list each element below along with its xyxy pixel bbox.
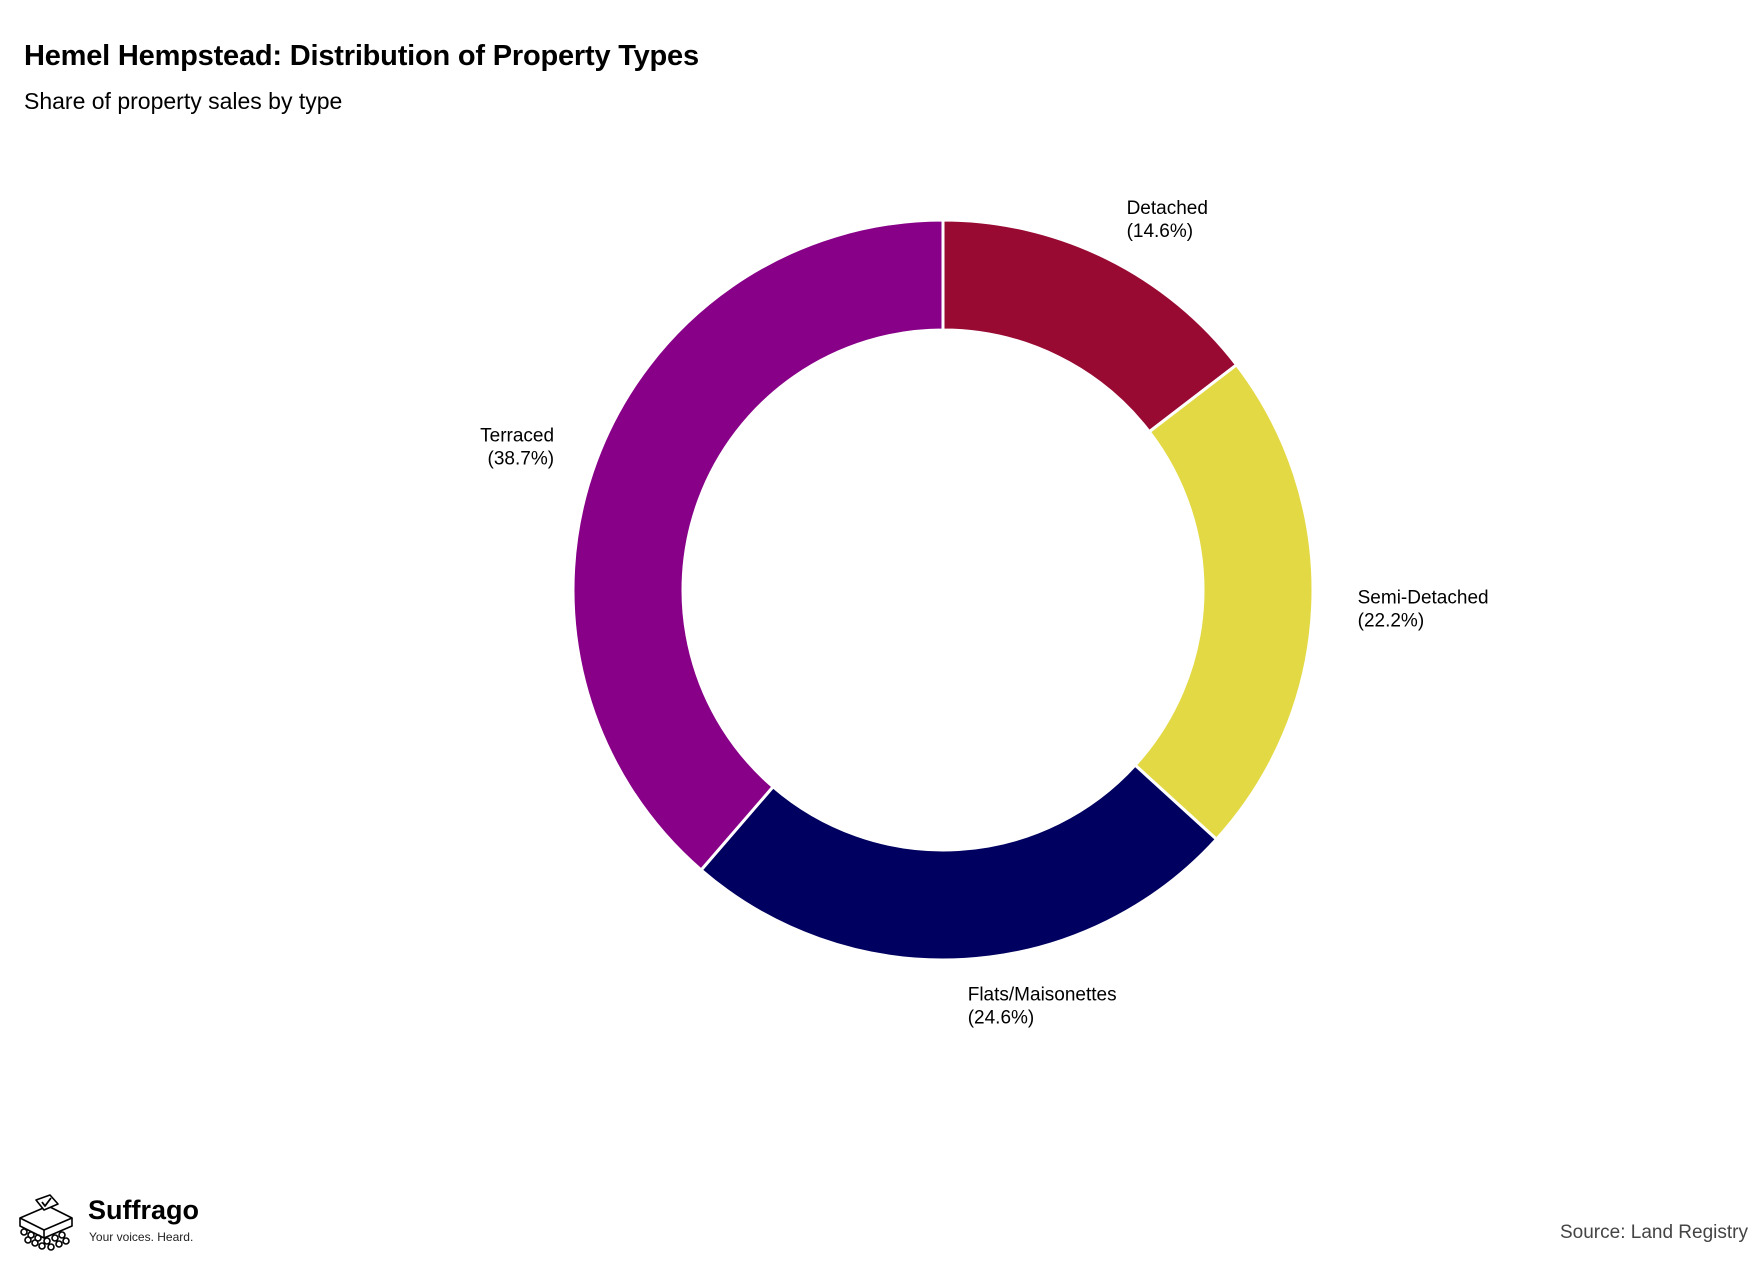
donut-slices <box>571 218 1315 962</box>
brand: Suffrago Your voices. Heard. <box>14 1192 214 1252</box>
slice-label-value: (14.6%) <box>1127 221 1194 242</box>
slice-label-value: (22.2%) <box>1358 611 1425 632</box>
slice-semi-detached <box>1133 362 1315 842</box>
slice-label-value: (24.6%) <box>968 1007 1035 1028</box>
chart-title: Hemel Hempstead: Distribution of Propert… <box>24 40 699 72</box>
slice-label-name: Detached <box>1127 198 1208 219</box>
slice-label-semi-detached: Semi-Detached (22.2%) <box>1358 588 1489 632</box>
chart-subtitle: Share of property sales by type <box>24 88 343 114</box>
source-note: Source: Land Registry <box>1560 1222 1748 1243</box>
slice-label-name: Terraced <box>480 425 554 446</box>
slice-label-name: Flats/Maisonettes <box>968 984 1117 1005</box>
brand-name: Suffrago <box>88 1195 199 1225</box>
donut-labels: Detached (14.6%) Semi-Detached (22.2%) Flats… <box>480 198 1488 1028</box>
slice-flats-maisonettes <box>699 763 1219 962</box>
slice-label-flats-maisonettes: Flats/Maisonettes (24.6%) <box>968 984 1117 1028</box>
slice-label-name: Semi-Detached <box>1358 588 1489 609</box>
slice-label-terraced: Terraced (38.7%) <box>480 425 554 469</box>
slice-terraced <box>571 218 945 873</box>
slice-label-value: (38.7%) <box>488 448 555 469</box>
slice-label-detached: Detached (14.6%) <box>1127 198 1208 242</box>
brand-tagline: Your voices. Heard. <box>89 1230 194 1244</box>
ballot-box-crowd-icon <box>19 1194 73 1251</box>
